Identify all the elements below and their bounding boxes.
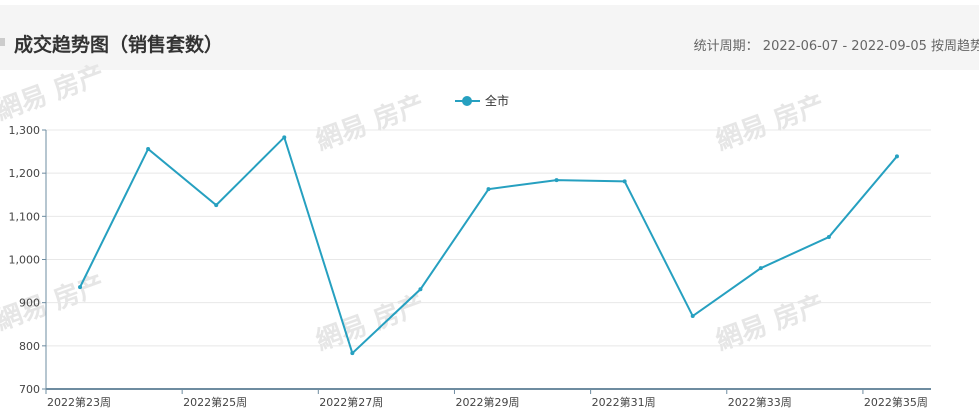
header: 成交趋势图（销售套数） 统计周期： 2022-06-07 - 2022-09-0… — [0, 5, 979, 70]
page-title: 成交趋势图（销售套数） — [14, 34, 224, 56]
y-tick-label: 1,100 — [9, 210, 41, 223]
watermark: 網易 房产 — [712, 289, 829, 357]
data-point — [146, 146, 151, 151]
x-tick-label: 2022第33周 — [728, 395, 792, 409]
y-tick-label: 1,300 — [9, 124, 41, 137]
data-point — [350, 351, 355, 356]
data-point — [418, 287, 423, 292]
data-point — [758, 266, 763, 271]
x-tick-label: 2022第29周 — [455, 395, 519, 409]
x-tick-label: 2022第27周 — [319, 395, 383, 409]
period-text: 统计周期： 2022-06-07 - 2022-09-05 按周趋势 — [693, 39, 979, 54]
x-tick-label: 2022第31周 — [592, 395, 656, 409]
data-point — [214, 203, 219, 208]
watermark: 網易 房产 — [312, 89, 429, 157]
data-point — [622, 179, 627, 184]
watermark: 網易 房产 — [0, 59, 109, 127]
x-tick-label: 2022第35周 — [864, 395, 928, 409]
data-point — [690, 314, 695, 319]
y-tick-label: 800 — [19, 340, 40, 353]
x-tick-label: 2022第25周 — [183, 395, 247, 409]
header-accent — [0, 38, 5, 46]
data-point — [826, 235, 831, 240]
legend-label: 全市 — [485, 93, 509, 108]
data-point — [282, 135, 287, 140]
data-point — [486, 187, 491, 192]
watermark: 網易 房产 — [712, 89, 829, 157]
legend-marker — [462, 96, 472, 106]
y-tick-label: 1,200 — [9, 167, 41, 180]
x-tick-label: 2022第23周 — [47, 395, 111, 409]
data-point — [554, 178, 559, 183]
data-point — [894, 154, 899, 159]
y-tick-label: 900 — [19, 297, 40, 310]
y-tick-label: 1,000 — [9, 254, 41, 267]
y-tick-label: 700 — [19, 383, 40, 396]
data-point — [78, 285, 83, 290]
